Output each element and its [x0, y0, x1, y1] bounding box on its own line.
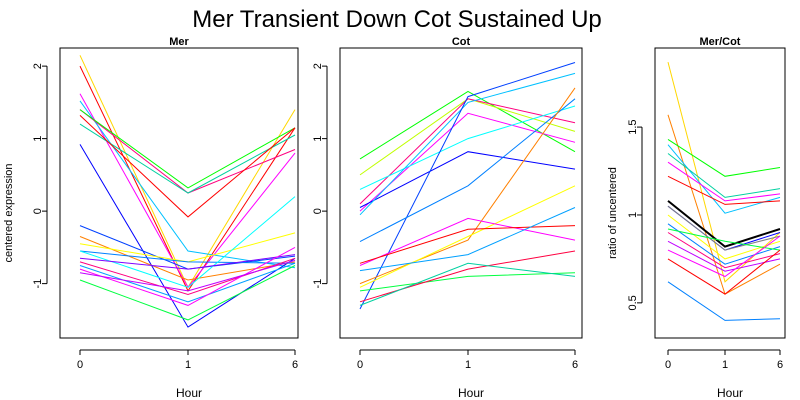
series-line-4 [79, 100, 296, 269]
series-line-12 [359, 217, 576, 266]
series-line-11 [359, 185, 576, 288]
series-line-8 [79, 115, 296, 218]
series-line-16 [667, 235, 781, 278]
series-line-13 [359, 225, 576, 264]
series-line-17 [79, 262, 296, 303]
series-line-3 [79, 93, 296, 289]
x-tick-label: 6 [777, 359, 783, 371]
series-line-13 [79, 250, 296, 264]
series-line-7 [359, 72, 576, 216]
panel-title: Cot [452, 36, 471, 48]
series-line-8 [359, 62, 576, 310]
series-line-4 [667, 144, 781, 214]
series-line-6 [79, 109, 296, 189]
y-axis-label: ratio of uncentered [607, 167, 619, 259]
series-line-17 [667, 249, 781, 295]
series-line-3 [667, 138, 781, 177]
series-line-15 [79, 254, 296, 270]
y-tick-label: 0 [32, 208, 44, 214]
series-line-4 [359, 112, 576, 212]
series-line-1 [79, 55, 296, 289]
x-tick-label: 1 [722, 359, 728, 371]
y-tick-label: 2 [32, 63, 44, 69]
x-tick-label: 0 [665, 359, 671, 371]
y-axis-label: centered expression [3, 163, 15, 262]
x-tick-label: 1 [185, 359, 191, 371]
plot-frame [59, 47, 299, 339]
y-tick-label: 1 [627, 212, 639, 218]
series-line-5 [667, 153, 781, 198]
series-line-10 [667, 205, 781, 251]
plot-frame [654, 47, 786, 339]
series-line-14 [79, 196, 296, 288]
series-line-9 [359, 98, 576, 243]
x-tick-label: 0 [357, 359, 363, 371]
y-tick-label: 1 [32, 136, 44, 142]
series-line-14 [359, 207, 576, 272]
y-tick-label: -1 [32, 279, 44, 289]
x-axis-label: Hour [176, 386, 202, 400]
series-line-7 [667, 175, 781, 205]
panel-2: Cot 0 1 6 Hour -1 0 1 2 [312, 36, 583, 400]
x-axis-label: Hour [717, 386, 743, 400]
series-line-9 [667, 200, 781, 248]
series-line-5 [359, 151, 576, 208]
chart-title: Mer Transient Down Cot Sustained Up [192, 6, 602, 33]
panel-3: Mer/Cot 0 1 6 Hour 0.5 1 1.5 ratio of uncentered [607, 36, 786, 400]
series-line-6 [667, 161, 781, 202]
series-line-7 [79, 123, 296, 194]
series-line-2 [79, 65, 296, 292]
series-line-14 [667, 232, 781, 269]
y-tick-label: 1.5 [627, 119, 639, 134]
x-axis-label: Hour [458, 386, 484, 400]
series-line-9 [79, 144, 296, 328]
series-line-3 [359, 98, 576, 205]
series-line-12 [79, 232, 296, 263]
plot-frame [339, 47, 583, 339]
series-line-17 [359, 262, 576, 306]
series-line-12 [667, 223, 781, 265]
series-line-15 [359, 272, 576, 292]
y-tick-label: -1 [312, 279, 324, 289]
x-tick-label: 0 [77, 359, 83, 371]
x-tick-label: 6 [292, 359, 298, 371]
series-line-18 [667, 281, 781, 321]
series-line-18 [79, 246, 296, 306]
series-line-15 [667, 240, 781, 272]
series-line-19 [79, 259, 296, 292]
panel-title: Mer/Cot [700, 36, 741, 48]
y-tick-label: 0 [312, 208, 324, 214]
series-line-1 [667, 61, 781, 283]
series-line-10 [359, 87, 576, 285]
series-line-20 [79, 265, 296, 321]
series-line-11 [79, 236, 296, 281]
x-tick-label: 1 [465, 359, 471, 371]
y-tick-label: 0.5 [627, 295, 639, 310]
x-tick-label: 6 [572, 359, 578, 371]
y-tick-label: 1 [312, 136, 324, 142]
series-line-6 [359, 105, 576, 190]
panel-1: Mer 0 1 6 Hour -1 0 1 2 centered expression [3, 36, 299, 400]
series-line-1 [359, 90, 576, 160]
y-tick-label: 2 [312, 63, 324, 69]
panel-title: Mer [169, 36, 189, 48]
series-line-13 [667, 228, 781, 251]
